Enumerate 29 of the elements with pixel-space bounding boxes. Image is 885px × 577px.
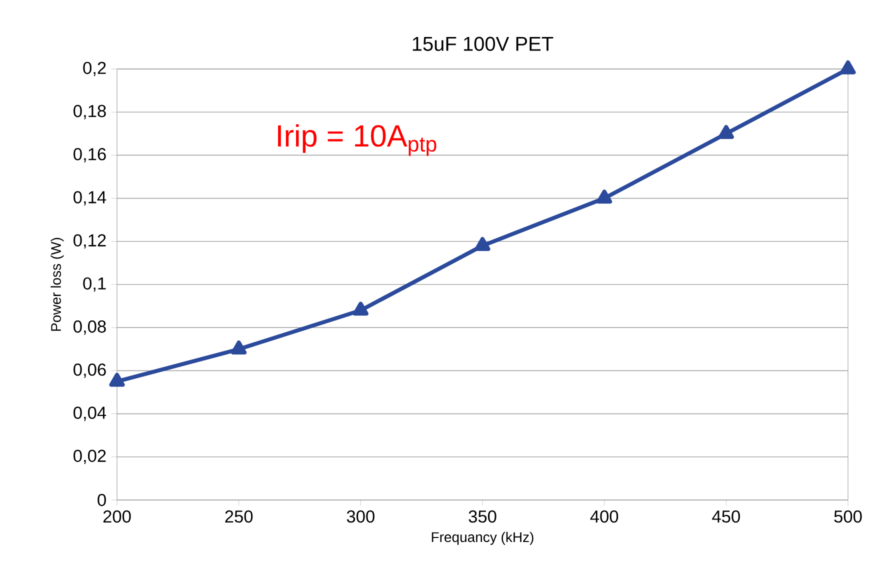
y-tick-label: 0,2	[83, 62, 106, 76]
y-tick-label: 0,06	[74, 364, 106, 378]
x-tick-label: 450	[712, 510, 740, 523]
y-tick-label: 0,12	[74, 234, 106, 249]
point	[352, 302, 368, 316]
point	[231, 340, 247, 354]
point	[474, 237, 490, 252]
x-tick-label: 300	[346, 510, 374, 523]
point	[596, 190, 612, 204]
point	[718, 124, 734, 139]
x-axis-title: Frequancy (kHz)	[432, 532, 534, 545]
annotation: Irip = 10A$_{ptp}$	[278, 124, 436, 156]
y-tick-label: 0,1	[83, 277, 106, 292]
x-tick-label: 500	[834, 510, 862, 523]
y-tick-label: 0,02	[74, 450, 106, 464]
chart-title: 15uF 100V PET	[412, 36, 554, 51]
x-tick-label: 250	[225, 510, 253, 523]
point	[109, 372, 125, 387]
x-tick-label: 350	[468, 510, 496, 523]
y-tick-label: 0,14	[74, 191, 106, 206]
point	[840, 60, 856, 74]
y-tick-label: 0	[98, 494, 106, 506]
y-tick-label: 0,04	[74, 406, 106, 421]
y-tick-label: 0,16	[74, 148, 106, 162]
y-axis-title: Power loss (W)	[50, 238, 64, 331]
y-tick-label: 0,18	[74, 104, 106, 120]
x-tick-label: 200	[103, 510, 131, 523]
x-tick-label: 400	[590, 510, 618, 523]
y-tick-label: 0,08	[74, 320, 106, 335]
